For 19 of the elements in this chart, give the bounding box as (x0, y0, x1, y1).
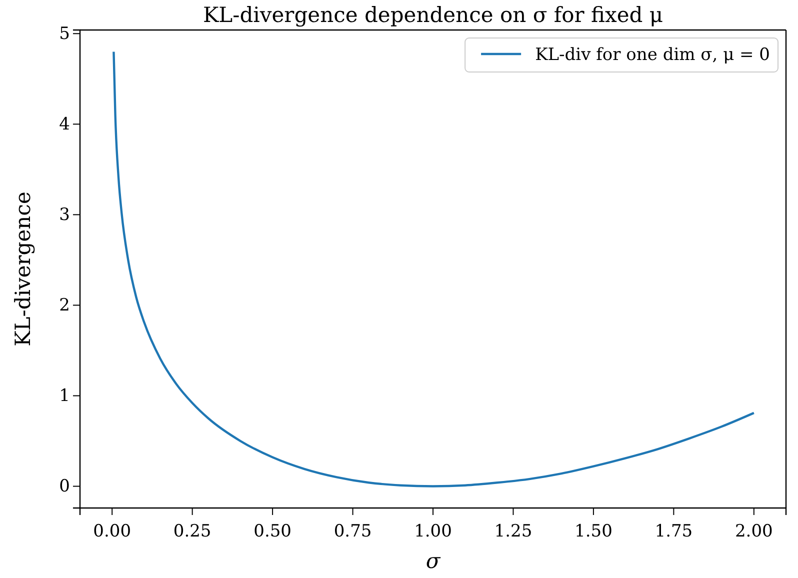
y-tick-label: 0 (59, 476, 70, 497)
x-tick-label: 1.75 (654, 522, 693, 542)
y-tick-label: 3 (59, 205, 70, 226)
x-tick-label: 0.00 (93, 522, 132, 542)
legend-label: KL-div for one dim σ, μ = 0 (535, 45, 770, 65)
y-tick-label: 5 (59, 24, 70, 44)
x-axis-title: σ (426, 549, 441, 573)
x-tick-label: 0.25 (173, 522, 212, 542)
y-axis-title: KL-divergence (11, 192, 35, 346)
y-tick-label: 4 (59, 114, 70, 135)
x-tick-label: 0.50 (254, 522, 292, 542)
y-tick-label: 1 (59, 386, 70, 406)
x-tick-label: 1.00 (414, 522, 452, 542)
chart-title: KL-divergence dependence on σ for fixed μ (202, 3, 664, 27)
x-tick-label: 2.00 (734, 522, 773, 542)
y-tick-label: 2 (59, 296, 70, 316)
x-tick-label: 1.50 (574, 522, 612, 542)
x-tick-label: 0.75 (334, 522, 372, 542)
x-tick-label: 1.25 (494, 522, 532, 542)
